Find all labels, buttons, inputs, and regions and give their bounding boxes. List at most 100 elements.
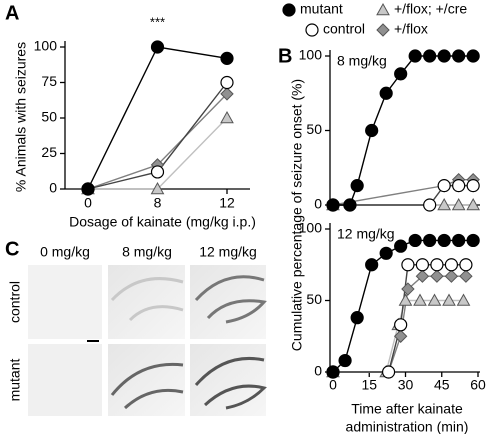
marker (452, 233, 466, 248)
y-tick-label: 100 (299, 220, 323, 236)
marker (220, 75, 234, 90)
legend-label: control (323, 21, 365, 37)
marker (338, 353, 352, 368)
y-axis-label: % Animals with seizures (13, 42, 29, 192)
y-tick-label: 50 (306, 121, 322, 137)
marker (466, 197, 481, 211)
panel-label: A (5, 2, 19, 24)
marker (442, 293, 456, 306)
legend-label: mutant (300, 1, 343, 17)
x-axis-label: Time after kainate (351, 401, 463, 417)
marker (413, 293, 427, 306)
marker (394, 67, 408, 81)
marker (459, 269, 473, 283)
marker (326, 198, 340, 212)
marker (398, 293, 413, 306)
marker (437, 179, 451, 193)
subtitle: 8 mg/kg (337, 53, 387, 69)
marker (459, 258, 473, 272)
marker (437, 49, 451, 63)
marker (427, 293, 442, 306)
y-tick-label: 100 (299, 47, 323, 63)
marker (444, 269, 459, 283)
marker (423, 198, 437, 212)
marker (430, 258, 444, 272)
marker (456, 293, 471, 306)
marker (350, 179, 364, 193)
marker (220, 51, 234, 65)
x-tick-label: 12 (219, 195, 235, 211)
subtitle: 12 mg/kg (337, 226, 395, 242)
marker (150, 165, 165, 179)
column-label: 8 mg/kg (122, 244, 172, 260)
marker (394, 239, 408, 253)
marker (365, 258, 379, 272)
marker (81, 182, 95, 196)
marker (401, 282, 415, 296)
column-label: 0 mg/kg (40, 244, 90, 260)
legend-marker (376, 2, 390, 16)
marker (466, 233, 480, 248)
panel-label: B (278, 45, 292, 67)
marker (466, 49, 480, 63)
annotation: *** (150, 14, 165, 29)
x-tick-label: 45 (434, 377, 450, 393)
series-line (332, 178, 474, 206)
marker (415, 269, 430, 283)
marker (423, 49, 437, 63)
panel-label: C (5, 238, 19, 260)
column-label: 12 mg/kg (199, 244, 257, 260)
marker (430, 269, 444, 283)
y-tick-label: 75 (41, 73, 57, 89)
row-label: control (7, 281, 23, 323)
marker (394, 318, 408, 332)
marker (437, 197, 452, 211)
legend-label: +/flox; +/cre (394, 1, 467, 17)
marker (381, 365, 396, 379)
legend-marker (376, 23, 390, 37)
x-axis-label: Dosage of kainate (mg/kg i.p.) (69, 214, 256, 230)
marker (326, 365, 340, 379)
marker (444, 258, 459, 272)
x-tick-label: 0 (84, 195, 92, 211)
marker (379, 86, 393, 100)
legend-marker (282, 3, 296, 17)
x-tick-label: 0 (329, 377, 337, 393)
micrographs (28, 265, 267, 416)
marker (379, 246, 393, 260)
x-tick-label: 15 (361, 377, 377, 393)
marker (220, 110, 234, 124)
x-tick-label: 8 (154, 195, 162, 211)
y-axis-label: Cumulative percentage of seizure onset (… (289, 79, 305, 351)
y-tick-label: 0 (314, 363, 322, 379)
marker (365, 123, 379, 138)
marker (452, 179, 466, 193)
y-tick-label: 25 (41, 144, 57, 160)
marker (452, 49, 466, 63)
x-tick-label: 30 (398, 377, 414, 393)
y-tick-label: 0 (314, 196, 322, 212)
marker (437, 233, 451, 248)
marker (451, 197, 466, 211)
y-tick-label: 0 (49, 180, 57, 196)
marker (350, 311, 364, 325)
marker (401, 258, 415, 272)
marker (408, 233, 422, 248)
marker (466, 179, 480, 193)
x-tick-label: 60 (470, 377, 486, 393)
marker (150, 181, 165, 195)
x-axis-label: administration (min) (346, 419, 469, 434)
marker (415, 258, 430, 272)
y-tick-label: 50 (41, 109, 57, 125)
row-label: mutant (7, 358, 23, 401)
y-tick-label: 50 (306, 291, 322, 307)
marker (220, 87, 234, 101)
y-tick-label: 100 (34, 38, 58, 54)
legend-marker (305, 23, 319, 37)
marker (393, 329, 408, 343)
marker (423, 233, 437, 248)
legend-label: +/flox (394, 21, 428, 37)
marker (343, 198, 357, 212)
marker (408, 49, 422, 63)
